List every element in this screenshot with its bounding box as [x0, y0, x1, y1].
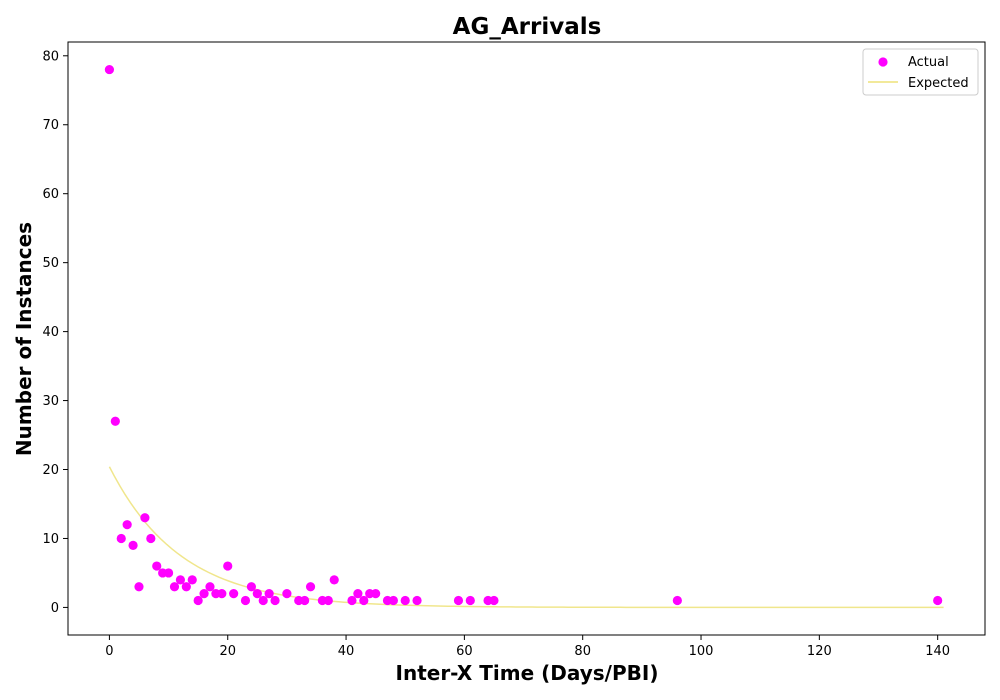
data-point: [305, 582, 316, 592]
x-tick-label: 20: [219, 644, 236, 659]
legend-actual-label: Actual: [908, 55, 949, 70]
data-point: [122, 520, 132, 530]
data-point: [146, 533, 156, 544]
data-point: [169, 582, 180, 592]
x-tick-label: 100: [689, 644, 714, 659]
data-point: [163, 568, 174, 578]
data-point: [193, 595, 203, 606]
x-tick-label: 80: [574, 644, 591, 659]
y-tick-label: 80: [42, 49, 59, 64]
y-axis: 0 10 20 30 40 50 60 70 80: [42, 49, 68, 616]
data-point: [205, 582, 215, 592]
data-point: [359, 595, 369, 606]
legend-expected-label: Expected: [908, 76, 969, 91]
data-point: [412, 595, 422, 606]
legend-actual-marker: [878, 57, 888, 67]
legend-box: [862, 48, 979, 96]
data-point: [246, 582, 256, 592]
data-point: [264, 589, 274, 599]
data-point: [187, 575, 197, 585]
x-tick-label: 140: [925, 644, 950, 659]
x-tick-label: 0: [105, 644, 113, 659]
data-point: [300, 595, 310, 606]
data-point: [134, 582, 144, 592]
legend: Actual Expected: [862, 48, 979, 96]
data-point: [371, 589, 381, 599]
data-point: [465, 595, 475, 606]
data-point: [110, 416, 120, 426]
data-point: [128, 540, 138, 550]
chart-title: AG_Arrivals: [453, 14, 602, 40]
y-tick-label: 30: [42, 394, 59, 409]
data-point: [199, 589, 209, 599]
data-point: [672, 595, 682, 606]
data-point: [181, 582, 191, 592]
y-tick-label: 40: [42, 325, 59, 340]
y-tick-label: 60: [42, 187, 59, 202]
data-point: [140, 513, 150, 523]
plot-area: [67, 41, 986, 636]
data-point: [217, 589, 227, 599]
x-tick-label: 40: [338, 644, 355, 659]
y-tick-label: 10: [42, 532, 59, 547]
y-tick-label: 70: [42, 118, 59, 133]
data-point: [152, 561, 162, 571]
data-point: [229, 589, 239, 599]
x-axis-label: Inter-X Time (Days/PBI): [396, 661, 659, 685]
y-tick-label: 20: [42, 463, 59, 478]
data-point: [104, 64, 115, 75]
data-point: [388, 595, 398, 606]
data-point: [400, 595, 410, 606]
data-point: [240, 595, 251, 606]
data-point: [223, 561, 233, 571]
data-point: [175, 575, 186, 585]
data-point: [282, 589, 292, 599]
actual-series: [104, 64, 943, 606]
data-point: [270, 595, 280, 606]
data-point: [258, 595, 268, 606]
data-point: [116, 533, 126, 544]
expected-line: [108, 466, 944, 609]
data-point: [323, 595, 333, 606]
data-point: [329, 575, 339, 585]
x-axis: 0 20 40 60 80 100 120 140: [105, 635, 950, 659]
data-point: [252, 589, 262, 599]
data-point: [353, 589, 363, 599]
data-point: [453, 595, 464, 606]
y-tick-label: 50: [42, 256, 59, 271]
x-tick-label: 120: [807, 644, 832, 659]
data-point: [347, 595, 357, 606]
data-point: [489, 595, 499, 606]
y-tick-label: 0: [51, 601, 59, 616]
y-axis-label: Number of Instances: [12, 222, 36, 456]
x-tick-label: 60: [456, 644, 473, 659]
data-point: [933, 595, 943, 606]
expected-series: [108, 466, 944, 609]
